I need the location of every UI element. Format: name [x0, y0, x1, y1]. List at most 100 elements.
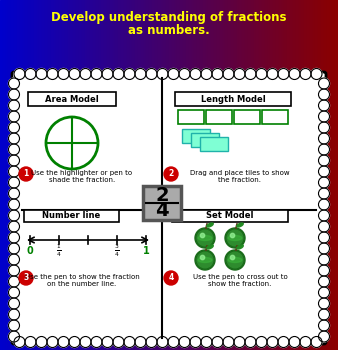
Polygon shape — [321, 0, 324, 350]
Polygon shape — [93, 0, 96, 350]
Polygon shape — [293, 0, 296, 350]
Circle shape — [197, 252, 213, 268]
Polygon shape — [96, 0, 99, 350]
Circle shape — [25, 336, 36, 348]
Polygon shape — [222, 0, 225, 350]
Polygon shape — [259, 0, 262, 350]
Polygon shape — [327, 0, 330, 350]
Text: as numbers.: as numbers. — [128, 23, 210, 36]
Ellipse shape — [198, 236, 212, 240]
Circle shape — [200, 233, 205, 238]
Bar — [206, 110, 232, 124]
Circle shape — [8, 254, 20, 265]
Circle shape — [289, 336, 300, 348]
Polygon shape — [172, 0, 175, 350]
Polygon shape — [335, 0, 338, 350]
Polygon shape — [132, 0, 135, 350]
Circle shape — [8, 133, 20, 144]
Text: Use the pen to cross out to
show the fraction.: Use the pen to cross out to show the fra… — [193, 274, 287, 287]
Polygon shape — [166, 0, 169, 350]
Polygon shape — [34, 0, 37, 350]
Text: Use the pen to show the fraction
on the number line.: Use the pen to show the fraction on the … — [25, 274, 139, 287]
Circle shape — [256, 336, 267, 348]
Polygon shape — [287, 0, 290, 350]
Circle shape — [102, 69, 113, 79]
Polygon shape — [206, 0, 209, 350]
Polygon shape — [158, 0, 161, 350]
Circle shape — [8, 199, 20, 210]
Polygon shape — [248, 0, 251, 350]
Circle shape — [8, 232, 20, 243]
Polygon shape — [189, 0, 192, 350]
Bar — [191, 133, 219, 147]
Polygon shape — [40, 0, 42, 350]
Circle shape — [8, 144, 20, 155]
Circle shape — [227, 252, 243, 268]
FancyBboxPatch shape — [28, 92, 116, 106]
Polygon shape — [129, 0, 132, 350]
Circle shape — [135, 69, 146, 79]
Polygon shape — [296, 0, 298, 350]
Polygon shape — [203, 0, 206, 350]
Circle shape — [300, 69, 311, 79]
FancyBboxPatch shape — [172, 210, 288, 222]
Polygon shape — [82, 0, 84, 350]
Circle shape — [8, 166, 20, 177]
Circle shape — [58, 69, 69, 79]
Polygon shape — [3, 0, 6, 350]
Circle shape — [80, 336, 91, 348]
Polygon shape — [135, 0, 138, 350]
Circle shape — [197, 230, 213, 246]
Polygon shape — [51, 0, 53, 350]
Circle shape — [318, 155, 330, 166]
Polygon shape — [242, 0, 245, 350]
FancyBboxPatch shape — [12, 72, 326, 344]
Circle shape — [8, 221, 20, 232]
FancyBboxPatch shape — [175, 92, 291, 106]
Polygon shape — [200, 0, 203, 350]
Text: Develop understanding of fractions: Develop understanding of fractions — [51, 10, 287, 23]
Polygon shape — [141, 0, 144, 350]
Polygon shape — [14, 0, 17, 350]
Circle shape — [8, 243, 20, 254]
Polygon shape — [175, 0, 177, 350]
Circle shape — [190, 69, 201, 79]
Circle shape — [289, 69, 300, 79]
Circle shape — [318, 166, 330, 177]
Bar — [234, 110, 260, 124]
FancyBboxPatch shape — [24, 210, 119, 222]
Polygon shape — [225, 0, 228, 350]
Polygon shape — [31, 0, 34, 350]
Circle shape — [223, 69, 234, 79]
Circle shape — [318, 265, 330, 276]
Text: 1: 1 — [143, 246, 149, 256]
Polygon shape — [276, 0, 279, 350]
Circle shape — [80, 69, 91, 79]
Circle shape — [245, 69, 256, 79]
Circle shape — [8, 177, 20, 188]
Polygon shape — [127, 0, 129, 350]
Polygon shape — [183, 0, 186, 350]
Circle shape — [146, 336, 157, 348]
Circle shape — [47, 336, 58, 348]
Polygon shape — [149, 0, 152, 350]
Circle shape — [318, 111, 330, 122]
Polygon shape — [53, 0, 56, 350]
Polygon shape — [28, 0, 31, 350]
Polygon shape — [76, 0, 79, 350]
Circle shape — [58, 336, 69, 348]
Circle shape — [164, 167, 178, 181]
Polygon shape — [107, 0, 110, 350]
Circle shape — [8, 287, 20, 298]
Ellipse shape — [228, 258, 242, 262]
Circle shape — [47, 69, 58, 79]
Circle shape — [200, 255, 205, 260]
Polygon shape — [298, 0, 301, 350]
Bar — [200, 137, 228, 151]
Polygon shape — [17, 0, 20, 350]
Circle shape — [212, 69, 223, 79]
Circle shape — [318, 100, 330, 111]
Circle shape — [69, 69, 80, 79]
Polygon shape — [315, 0, 318, 350]
Circle shape — [278, 69, 289, 79]
